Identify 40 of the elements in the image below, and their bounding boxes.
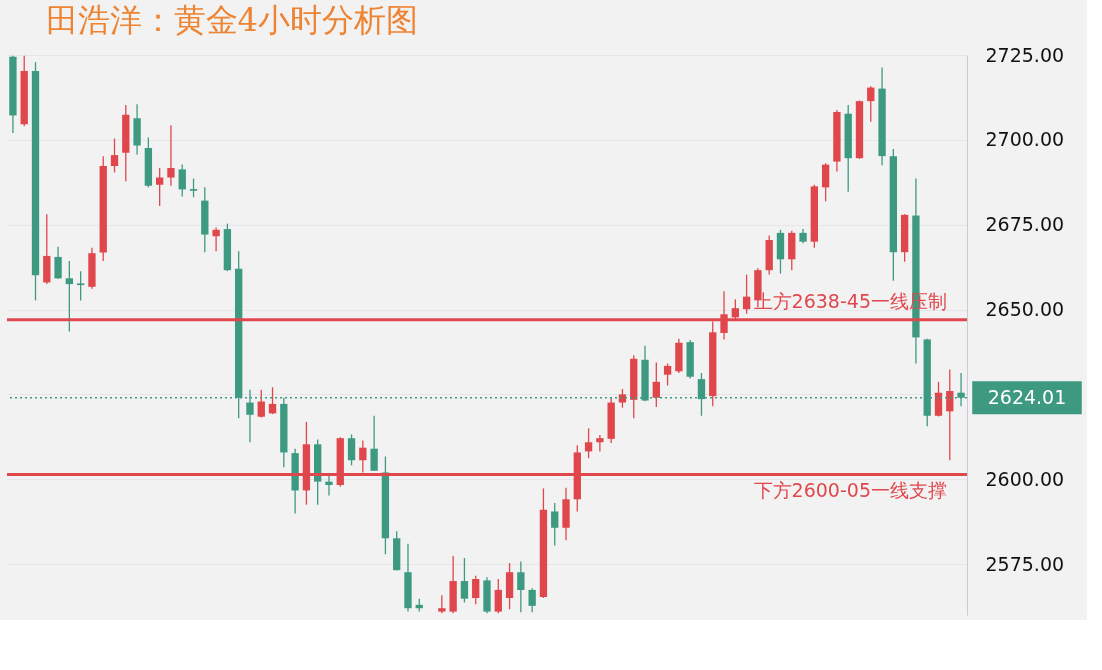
candlestick bbox=[652, 361, 660, 408]
candlestick bbox=[178, 163, 186, 198]
chart-title: 田浩洋：黄金4小时分析图 bbox=[45, 1, 418, 39]
candlestick bbox=[821, 162, 830, 202]
y-tick-label: 2700.00 bbox=[985, 128, 1065, 151]
candlestick bbox=[460, 557, 469, 604]
ref-line-label: 2624.01 bbox=[987, 385, 1067, 408]
y-tick-label: 2675.00 bbox=[985, 213, 1065, 236]
candlestick bbox=[472, 574, 480, 605]
candlestick bbox=[268, 386, 277, 415]
y-tick-label: 2725.00 bbox=[985, 43, 1065, 66]
y-tick-label: 2650.00 bbox=[985, 298, 1065, 321]
candlestick bbox=[212, 226, 220, 252]
candlestick bbox=[867, 85, 875, 123]
candlestick bbox=[325, 473, 333, 497]
candlestick bbox=[528, 587, 536, 613]
candlestick bbox=[257, 388, 265, 419]
candlestick bbox=[347, 433, 356, 466]
candlestick bbox=[494, 578, 502, 614]
candlestick bbox=[946, 368, 954, 461]
candlestick bbox=[110, 137, 119, 174]
candlestick bbox=[618, 388, 627, 409]
candlestick bbox=[438, 594, 446, 614]
candlestick bbox=[934, 381, 943, 418]
candlestick bbox=[517, 560, 525, 613]
candlestick bbox=[76, 270, 85, 302]
candlestick bbox=[370, 415, 378, 472]
candlestick bbox=[551, 502, 559, 547]
candlestick bbox=[189, 177, 198, 198]
candlestick bbox=[167, 124, 175, 187]
candlestick bbox=[54, 246, 62, 280]
candlestick bbox=[65, 260, 74, 333]
candlestick bbox=[155, 167, 164, 207]
candlestick bbox=[742, 273, 751, 315]
candlestick bbox=[663, 362, 672, 387]
ref-line-label: 下方2600-05一线支撑 bbox=[753, 479, 947, 502]
candlestick bbox=[596, 434, 604, 453]
y-tick-label: 2600.00 bbox=[985, 467, 1065, 490]
candlestick bbox=[584, 427, 593, 459]
y-tick-label: 2575.00 bbox=[985, 552, 1065, 575]
